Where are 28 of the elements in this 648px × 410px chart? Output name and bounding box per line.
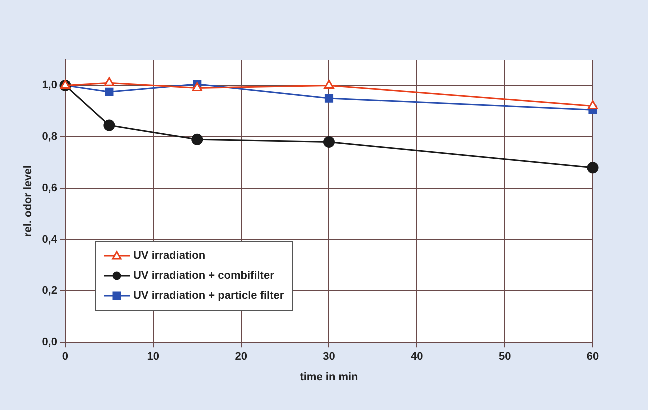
x-axis-title: time in min (300, 371, 359, 384)
point (192, 82, 202, 92)
y-tick-label: 0,6 (42, 182, 58, 194)
legend-label: UV irradiation (133, 250, 206, 262)
point (323, 136, 335, 148)
y-axis-title: rel. odor level (22, 166, 35, 238)
point (587, 162, 599, 174)
x-tick-label: 10 (147, 351, 160, 364)
point (104, 77, 115, 86)
point (588, 100, 598, 110)
legend-label: UV irradiation + particle filter (133, 290, 284, 302)
y-tick-label: 1,0 (42, 80, 58, 92)
x-tick-label: 20 (235, 351, 248, 364)
y-tick-label: 0,8 (42, 131, 58, 144)
x-tick-label: 60 (586, 351, 600, 364)
point (105, 88, 114, 96)
point (324, 80, 334, 89)
legend-label: UV irradiation + combifilter (133, 270, 274, 282)
point (104, 120, 116, 132)
y-tick-label: 0,4 (42, 234, 58, 246)
y-tick-label: 0,2 (42, 285, 58, 298)
x-tick-label: 30 (323, 351, 336, 364)
x-tick-label: 50 (498, 351, 512, 364)
y-tick-label: 0,0 (42, 336, 58, 349)
point (192, 134, 204, 146)
point (324, 94, 334, 103)
x-tick-label: 0 (62, 351, 69, 364)
x-tick-label: 40 (411, 351, 424, 364)
